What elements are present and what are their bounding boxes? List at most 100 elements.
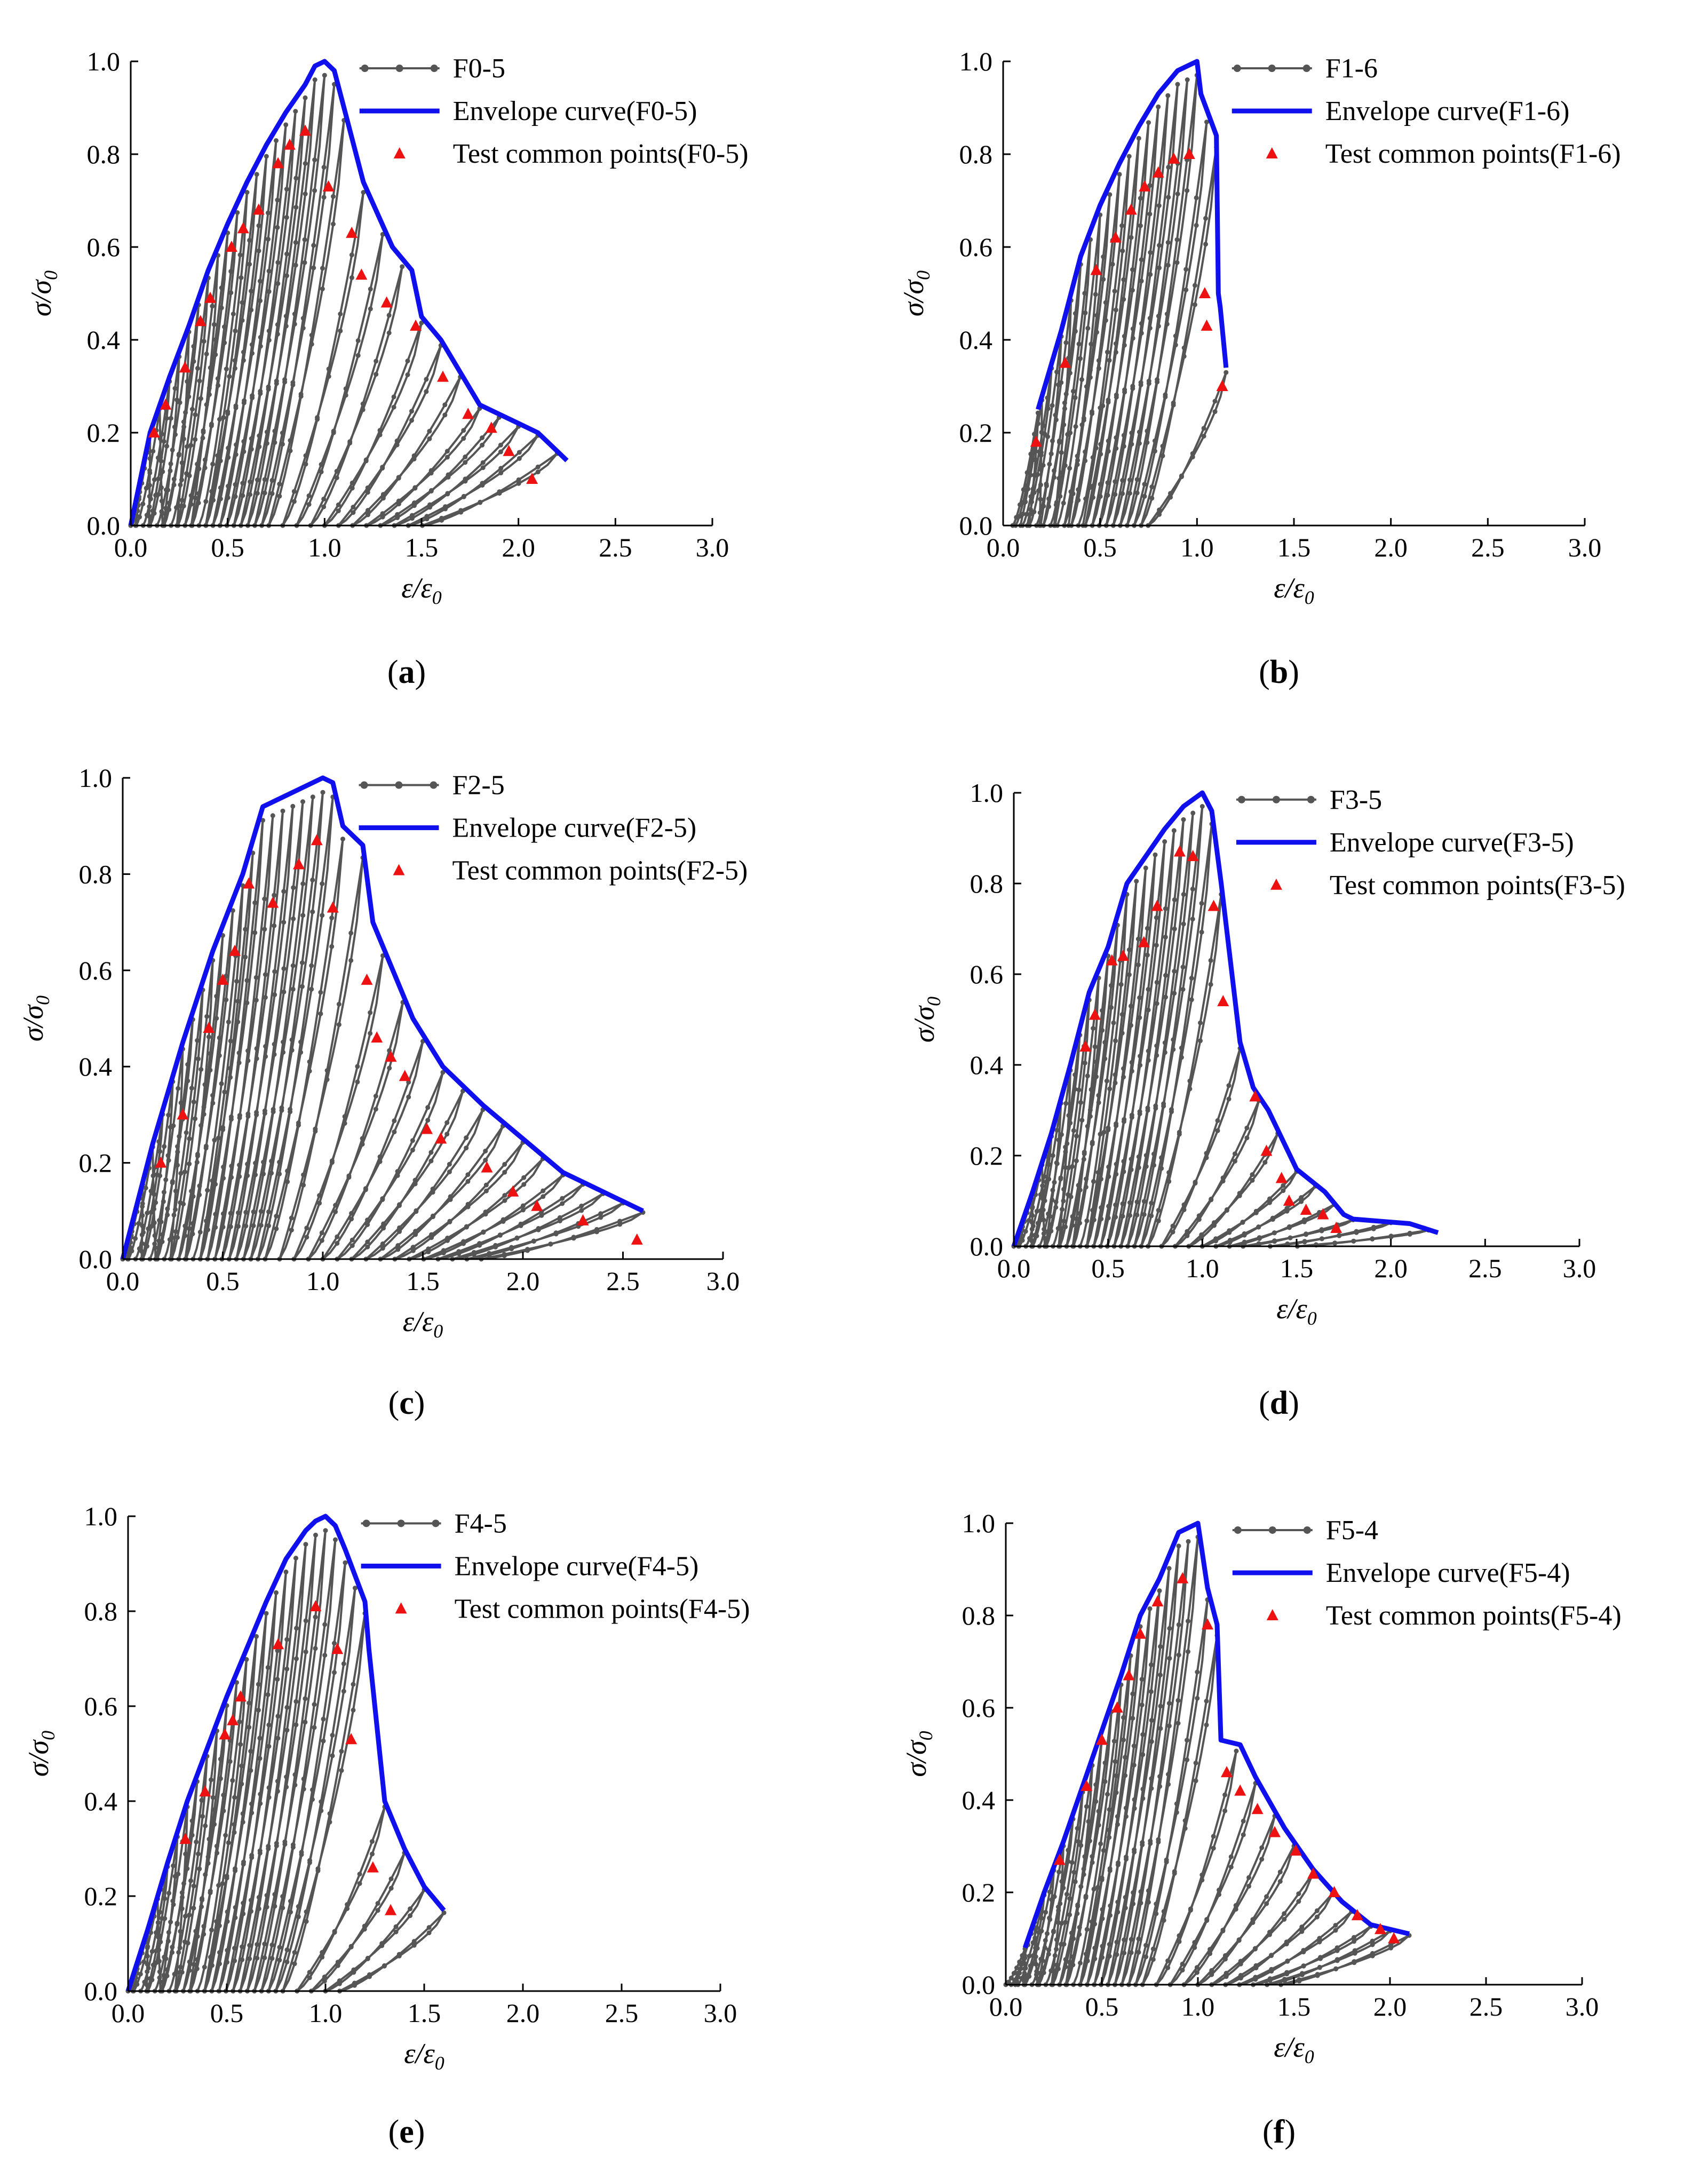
cycle-marker xyxy=(1102,1779,1108,1784)
cycle-marker xyxy=(1157,243,1162,248)
cycle-marker xyxy=(1062,400,1067,405)
cycle-marker xyxy=(164,1973,170,1979)
cycle-marker xyxy=(1156,1837,1161,1842)
common-point-marker xyxy=(299,124,311,136)
cycle-marker xyxy=(229,1164,234,1169)
cycle-marker xyxy=(355,1064,360,1069)
cycle-marker xyxy=(293,262,298,268)
cycle-marker xyxy=(1159,1155,1164,1160)
cycle-marker xyxy=(240,1944,245,1949)
y-tick-label: 0.0 xyxy=(87,511,121,540)
y-tick-label: 0.4 xyxy=(970,1050,1004,1080)
cycle-marker xyxy=(304,1225,309,1231)
legend-series-marker xyxy=(1268,1526,1276,1534)
cycle-marker xyxy=(1067,1896,1073,1901)
cycle-marker xyxy=(269,477,275,483)
cycle-marker xyxy=(341,1689,346,1694)
cycle-marker xyxy=(202,465,208,471)
cycle-marker xyxy=(1074,1133,1079,1139)
cycle-marker xyxy=(302,260,307,265)
cycle-marker xyxy=(1146,1048,1151,1054)
legend-series-marker xyxy=(1307,795,1315,803)
cycle-marker xyxy=(1053,1205,1059,1210)
cycle-marker xyxy=(280,442,285,447)
cycle-marker xyxy=(1181,921,1186,927)
cycle-marker xyxy=(1299,1924,1305,1930)
cycle-marker xyxy=(164,416,169,421)
cycle-marker xyxy=(284,273,289,278)
cycle-marker xyxy=(1317,1936,1322,1941)
cycle-marker xyxy=(1277,1879,1283,1884)
cycle-marker xyxy=(1103,318,1108,323)
cycle-marker xyxy=(1055,1226,1061,1231)
cycle-marker xyxy=(1304,1232,1309,1237)
cycle-marker xyxy=(343,386,348,392)
cycle-marker xyxy=(292,1772,298,1777)
cycle-marker xyxy=(197,1866,202,1872)
cycle-marker xyxy=(1127,1213,1132,1218)
cycle-marker xyxy=(288,1899,293,1904)
cycle-marker xyxy=(1233,1903,1238,1908)
cycle-marker xyxy=(1180,1968,1185,1973)
common-point-marker xyxy=(1081,1780,1093,1792)
cycle-marker xyxy=(426,1930,432,1936)
cycle-marker xyxy=(256,223,261,228)
cycle-marker xyxy=(274,1214,279,1219)
cycle-curves xyxy=(125,1528,447,1994)
cycle-marker xyxy=(218,449,223,455)
cycle-marker xyxy=(1084,1176,1089,1182)
cycle-marker xyxy=(464,1224,469,1229)
cycle-marker xyxy=(1299,1199,1304,1204)
x-tick-label: 1.5 xyxy=(1280,1253,1314,1283)
envelope-curve xyxy=(120,775,644,1260)
cycle-marker xyxy=(1215,1118,1220,1123)
cycle-marker xyxy=(380,465,385,470)
cycle-marker xyxy=(1148,1662,1154,1667)
common-points xyxy=(1030,148,1228,447)
cycle-marker xyxy=(1198,1020,1203,1025)
cycle-marker xyxy=(284,1728,290,1733)
x-tick-label: 2.0 xyxy=(506,1266,540,1296)
cycle-marker xyxy=(1157,1784,1163,1789)
cycle-marker xyxy=(366,512,370,518)
cycle-marker xyxy=(1154,1901,1159,1907)
common-point-marker xyxy=(1109,231,1122,243)
cycle-marker xyxy=(284,1947,290,1953)
cycle-marker xyxy=(1131,1901,1136,1906)
cycle-marker xyxy=(1111,1739,1117,1744)
cycle-marker xyxy=(1101,1129,1107,1135)
cycle-marker xyxy=(1163,392,1168,397)
cycle-marker xyxy=(333,1209,338,1214)
cycle-marker xyxy=(1277,1869,1283,1875)
cycle-marker xyxy=(136,1221,141,1226)
cycle-marker xyxy=(1069,1937,1074,1942)
cycle-marker xyxy=(429,1232,434,1237)
cycle-marker xyxy=(1267,1976,1273,1981)
cycle-marker xyxy=(1281,1183,1286,1188)
cycle-marker xyxy=(1115,1814,1120,1819)
common-point-marker xyxy=(1307,1867,1319,1879)
y-tick-label: 0.6 xyxy=(959,232,993,262)
cycle-marker xyxy=(206,1034,211,1039)
legend-series-label: F4-5 xyxy=(455,1508,507,1539)
cycle-marker xyxy=(241,349,246,355)
cycle-marker xyxy=(1157,1774,1163,1779)
cycle-marker xyxy=(219,1081,224,1086)
cycle-marker xyxy=(211,487,216,492)
cycle-marker xyxy=(236,1060,242,1065)
cycle-marker xyxy=(220,1224,226,1230)
cycle-marker xyxy=(181,424,187,429)
cycle-marker xyxy=(1030,1223,1036,1229)
cycle-marker xyxy=(1077,1221,1082,1225)
cycle-marker xyxy=(272,1892,277,1897)
x-tick-label: 2.5 xyxy=(1471,532,1505,562)
cycle-marker xyxy=(348,958,354,963)
cycle-marker xyxy=(1020,500,1026,505)
cycle-marker xyxy=(145,1945,150,1951)
legend-points-label: Test common points(F3-5) xyxy=(1330,870,1625,901)
cycle-marker xyxy=(1337,1233,1342,1238)
cycle-marker xyxy=(1070,1214,1075,1219)
cycle-marker xyxy=(1135,936,1141,942)
cycle-marker xyxy=(377,432,383,437)
